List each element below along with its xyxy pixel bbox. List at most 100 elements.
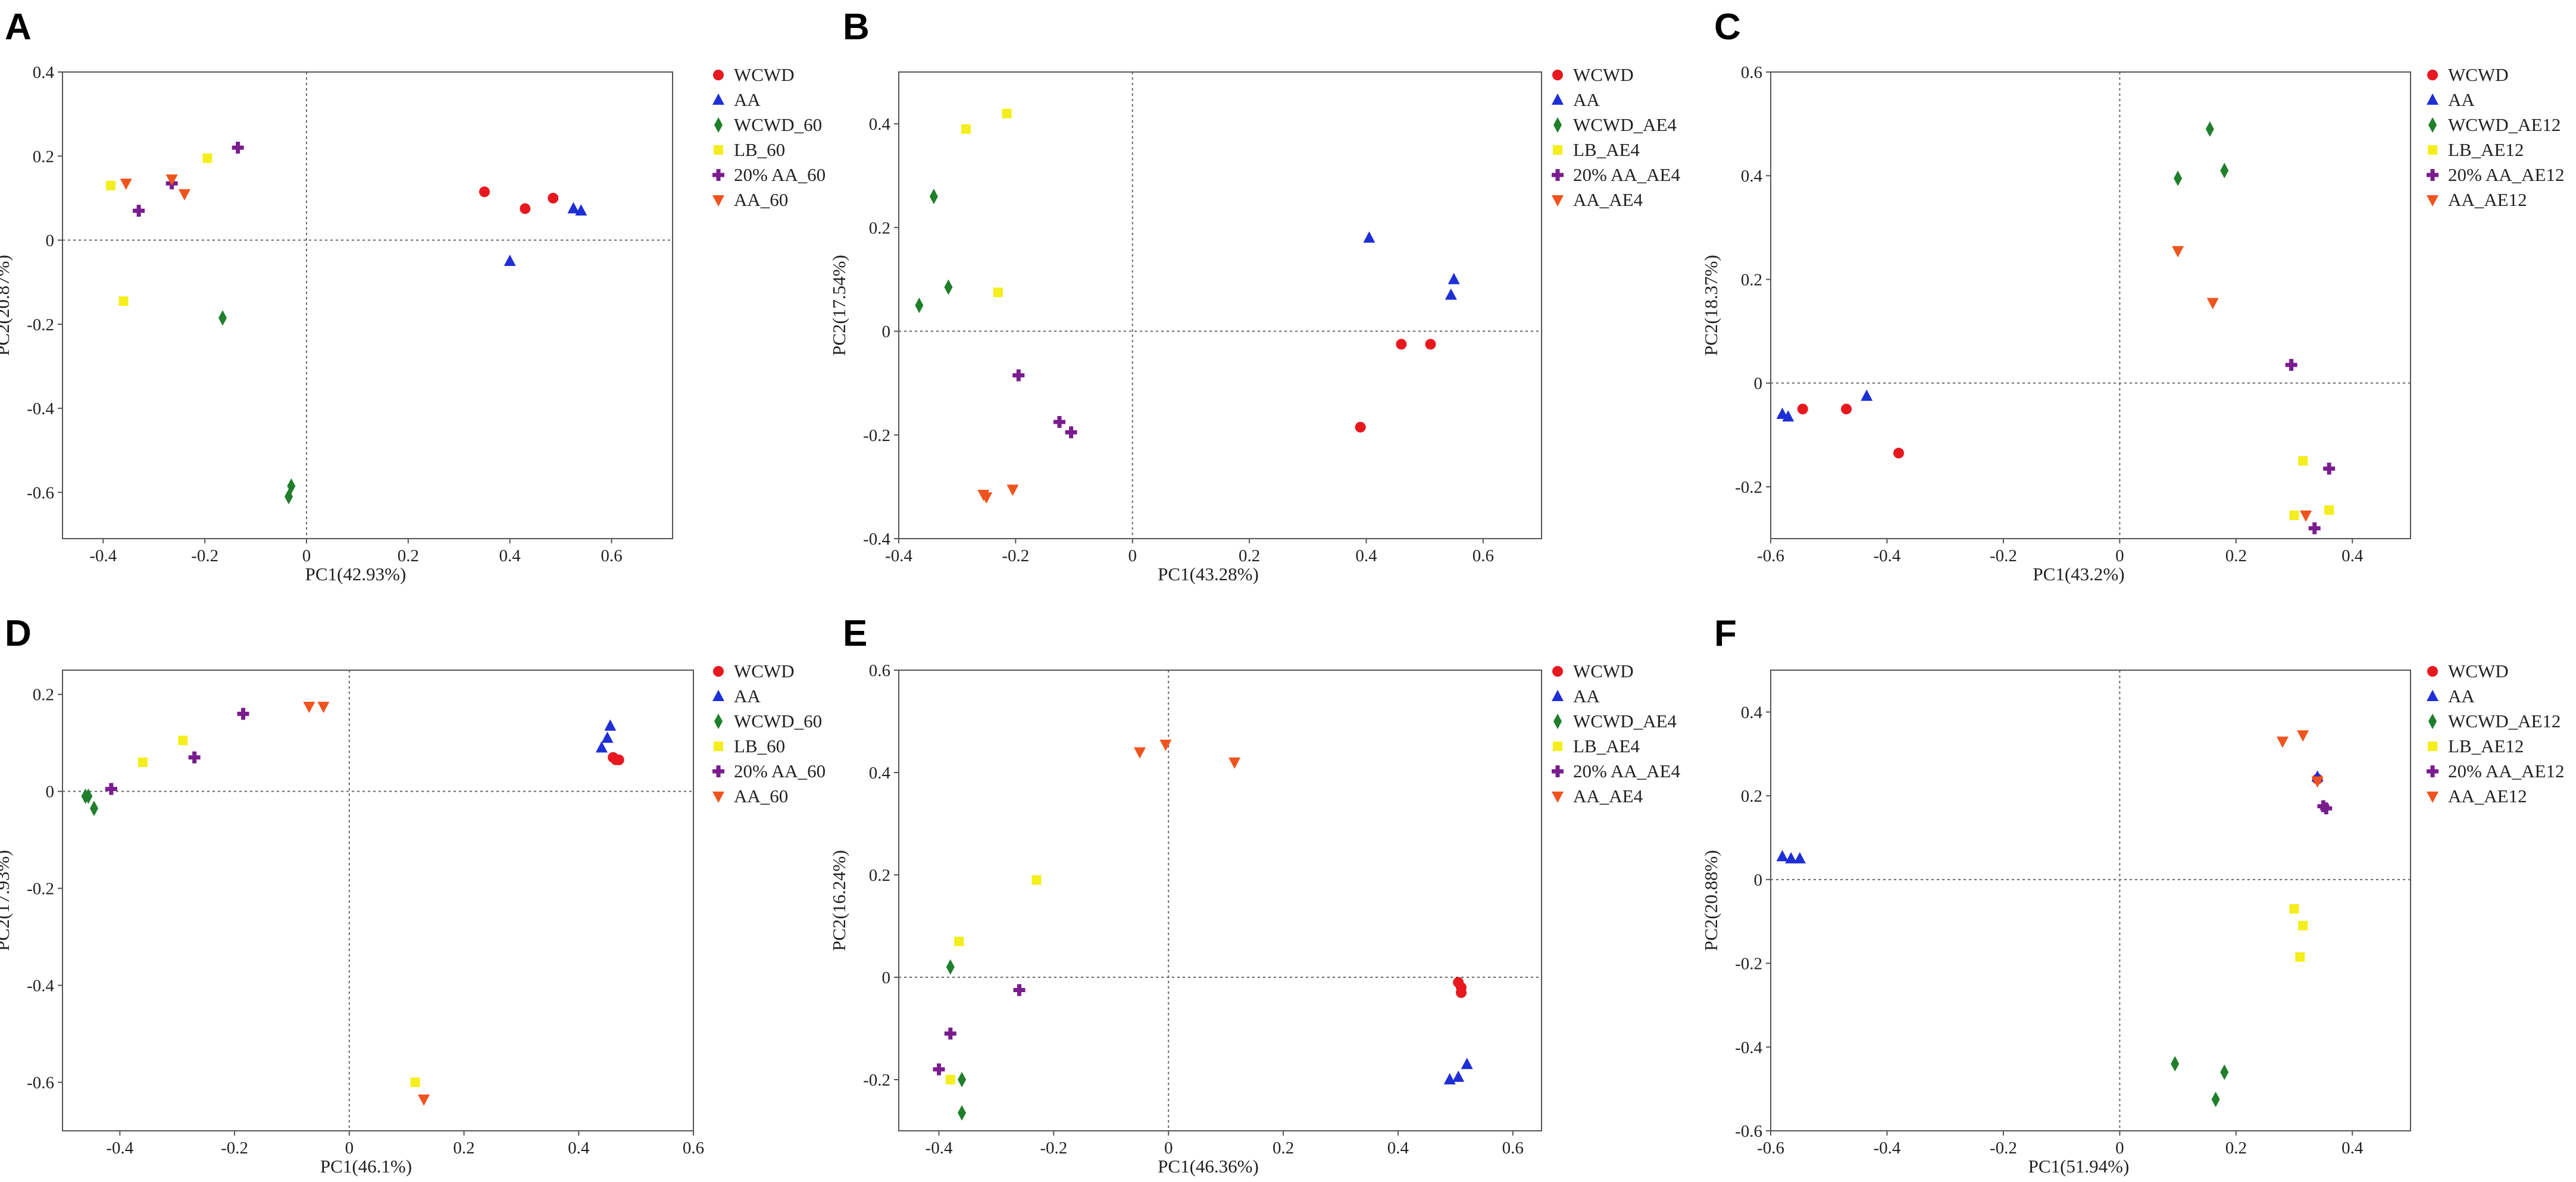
panel-c-x-axis-label: PC1(43.2%) — [2033, 564, 2124, 584]
panel-a-xtick-label: 0.2 — [398, 546, 419, 565]
panel-b-data-point — [944, 279, 953, 295]
panel-a-data-point — [106, 180, 116, 190]
panel-e-legend-marker — [1552, 765, 1564, 777]
panel-b-data-point — [1006, 484, 1019, 496]
panel-f-xtick-label: 0 — [2115, 1139, 2124, 1158]
panel-a-x-axis-label: PC1(42.93%) — [305, 564, 407, 584]
panel-d-legend-label: WCWD — [734, 661, 795, 681]
panel-e-y-axis-label: PC2(16.24%) — [829, 850, 849, 951]
panel-e-ytick-label: 0.2 — [869, 866, 890, 885]
panel-e-ytick-label: -0.2 — [863, 1071, 890, 1090]
panel-b-series — [1363, 231, 1460, 300]
panel-d-ytick-label: -0.2 — [27, 880, 54, 899]
panel-b-series — [1355, 339, 1436, 433]
panel-e-data-point — [946, 959, 955, 975]
panel-d-data-point — [410, 1077, 420, 1087]
panel-b-data-point — [1363, 231, 1375, 243]
panel-b-ytick-label: 0.4 — [869, 115, 891, 134]
panel-a-data-point — [133, 205, 145, 217]
panel-f-xtick-label: -0.2 — [1990, 1139, 2017, 1158]
panel-c-ytick-label: 0.2 — [1741, 270, 1762, 289]
panel-a-xtick-label: -0.2 — [191, 546, 218, 565]
panel-b-legend-label: LB_AE4 — [1573, 139, 1640, 160]
panel-a-legend-marker — [713, 70, 724, 80]
panel-d-data-point — [105, 783, 117, 795]
panel-c-legend-label: AA_AE12 — [2448, 189, 2527, 210]
panel-e-legend-marker — [1552, 690, 1564, 701]
panel-f-y-axis-label: PC2(20.88%) — [1700, 850, 1721, 951]
panel-c-frame — [1770, 71, 2411, 539]
panel-d-xtick-label: -0.4 — [106, 1139, 133, 1158]
panel-c: C -0.6 -0.4 -0.2 0 0.2 0.4 0.6 0.4 0.2 0 -0.2 PC1(43… — [1700, 7, 2564, 584]
panel-d-series — [81, 788, 98, 817]
panel-a-xtick-label: 0.6 — [601, 546, 622, 565]
panel-d-legend: WCWD AA WCWD_60 LB_60 20% AA_60 AA_60 — [712, 661, 826, 806]
panel-b-data-point — [1002, 108, 1012, 118]
panel-e-legend-marker — [1552, 792, 1564, 803]
panel-f-series — [2171, 1056, 2229, 1108]
panel-a-ytick-label: -0.6 — [27, 483, 54, 502]
panel-b-xtick-label: 0.4 — [1355, 546, 1377, 565]
panel-c-legend-label: LB_AE12 — [2448, 139, 2524, 160]
panel-e-data-point — [958, 1072, 967, 1087]
panel-b-xtick-label: -0.4 — [885, 546, 912, 565]
panel-a-series — [106, 153, 212, 306]
panel-b-legend-label: AA — [1573, 89, 1600, 110]
panel-a-xtick-label: -0.4 — [89, 546, 117, 565]
panel-a-legend-marker — [714, 117, 723, 133]
panel-e-legend-label: AA — [1573, 686, 1600, 706]
panel-d-legend-marker — [714, 742, 723, 751]
panel-b-data-point — [1012, 369, 1025, 382]
panel-b-series — [915, 189, 953, 313]
panel-f-frame — [1770, 670, 2411, 1131]
panel-b-legend-marker — [1553, 117, 1562, 133]
panel-a-legend-marker — [714, 145, 723, 155]
panel-a-legend-marker — [712, 195, 724, 207]
panel-d-data-point — [418, 1095, 430, 1106]
panel-e-x-axis-label: PC1(46.36%) — [1158, 1156, 1259, 1177]
panel-f-legend-marker — [2428, 714, 2437, 729]
panel-a-series — [218, 310, 296, 505]
panel-c-legend: WCWD AA WCWD_AE12 LB_AE12 20% AA_AE12 AA_AE12 — [2427, 64, 2564, 210]
panel-d-data-point — [84, 788, 93, 804]
panel-b-xtick-label: 0.6 — [1473, 546, 1494, 565]
panel-e-data-point — [958, 1105, 967, 1121]
panel-a-ytick-label: 0.2 — [33, 147, 54, 166]
panel-d-series — [608, 752, 624, 765]
panel-a-legend-label: 20% AA_60 — [734, 164, 826, 185]
panel-c-legend-label: AA — [2448, 89, 2475, 110]
panel-d-data-point — [90, 800, 98, 817]
panel-f-xtick-label: 0.4 — [2341, 1139, 2364, 1158]
panel-c-legend-label: 20% AA_AE12 — [2448, 164, 2564, 185]
panel-c-data-point — [2285, 359, 2297, 371]
panel-b-data-point — [929, 189, 938, 205]
panel-a-legend-label: LB_60 — [734, 139, 785, 160]
panel-d-xtick-label: 0 — [345, 1139, 354, 1158]
panel-c-legend-marker — [2427, 195, 2439, 207]
panel-c-series — [2172, 246, 2312, 522]
panel-a-data-point — [118, 296, 129, 306]
panel-a-ytick-label: -0.2 — [27, 315, 54, 334]
panel-a-data-point — [120, 179, 132, 190]
panel-d-legend-marker — [713, 666, 724, 677]
panel-e-series — [1453, 977, 1467, 998]
panel-c-ytick-label: -0.2 — [1735, 478, 1762, 497]
panel-c-data-point — [1893, 448, 1904, 459]
panel-c-data-point — [1782, 410, 1795, 422]
panel-a-legend-label: WCWD_60 — [734, 114, 822, 135]
panel-c-series — [2289, 456, 2334, 520]
panel-c-series — [1776, 389, 1873, 422]
panel-a-series — [479, 186, 559, 214]
panel-b-data-point — [993, 287, 1003, 298]
panel-a-data-point — [165, 174, 178, 186]
panel-f-x-axis-label: PC1(51.94%) — [2028, 1156, 2130, 1177]
panel-e-xtick-label: -0.2 — [1040, 1139, 1067, 1158]
panel-a-legend-marker — [712, 169, 724, 181]
panel-e-frame — [898, 670, 1542, 1131]
panel-a-data-point — [285, 489, 293, 505]
panel-d-data-point — [237, 708, 249, 720]
panel-e-data-point — [933, 1063, 945, 1075]
panel-a: A -0.4 -0.2 0 0.2 0.4 0.6 0.4 0.2 0 -0.2 -0.4 -0.6 PC… — [0, 7, 826, 584]
panel-a-frame — [62, 71, 673, 539]
panel-f-xtick-label: -0.4 — [1873, 1139, 1900, 1158]
